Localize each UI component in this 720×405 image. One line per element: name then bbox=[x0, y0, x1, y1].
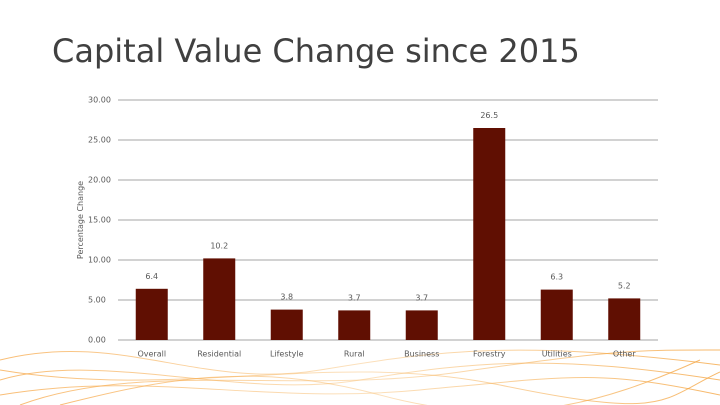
y-tick-label: 15.00 bbox=[88, 216, 111, 225]
y-tick-label: 10.00 bbox=[88, 256, 111, 265]
x-tick-label: Forestry bbox=[473, 350, 506, 359]
x-tick-label: Rural bbox=[344, 350, 365, 359]
y-tick-label: 20.00 bbox=[88, 176, 111, 185]
bar bbox=[203, 258, 236, 340]
x-tick-label: Business bbox=[404, 350, 439, 359]
y-tick-label: 0.00 bbox=[88, 336, 106, 345]
x-tick-label: Residential bbox=[197, 350, 241, 359]
y-tick-label: 30.00 bbox=[88, 96, 111, 105]
x-tick-label: Utilities bbox=[542, 350, 572, 359]
decoration bbox=[0, 349, 720, 405]
value-label: 5.2 bbox=[618, 281, 631, 290]
bar bbox=[608, 298, 641, 340]
x-tick-label: Lifestyle bbox=[270, 350, 304, 359]
y-axis-label: Percentage Change bbox=[76, 181, 85, 259]
chart-title: Capital Value Change since 2015 bbox=[52, 32, 580, 70]
bar bbox=[270, 309, 303, 340]
plot-area: 0.00 5.00 10.00 15.00 20.00 25.00 30.00 Overall… bbox=[88, 96, 658, 359]
bar bbox=[405, 310, 438, 340]
value-label: 3.7 bbox=[348, 293, 361, 302]
value-label: 26.5 bbox=[480, 111, 498, 120]
x-tick-label: Overall bbox=[137, 350, 166, 359]
value-label: 3.7 bbox=[415, 293, 428, 302]
bar bbox=[473, 128, 506, 340]
value-label: 10.2 bbox=[210, 241, 228, 250]
bar bbox=[338, 310, 371, 340]
value-label: 3.8 bbox=[280, 293, 293, 302]
y-tick-label: 25.00 bbox=[88, 136, 111, 145]
bar bbox=[540, 289, 573, 340]
value-label: 6.3 bbox=[550, 273, 563, 282]
y-tick-label: 5.00 bbox=[88, 296, 106, 305]
bar bbox=[135, 288, 168, 340]
value-label: 6.4 bbox=[145, 272, 158, 281]
x-tick-label: Other bbox=[613, 350, 636, 359]
